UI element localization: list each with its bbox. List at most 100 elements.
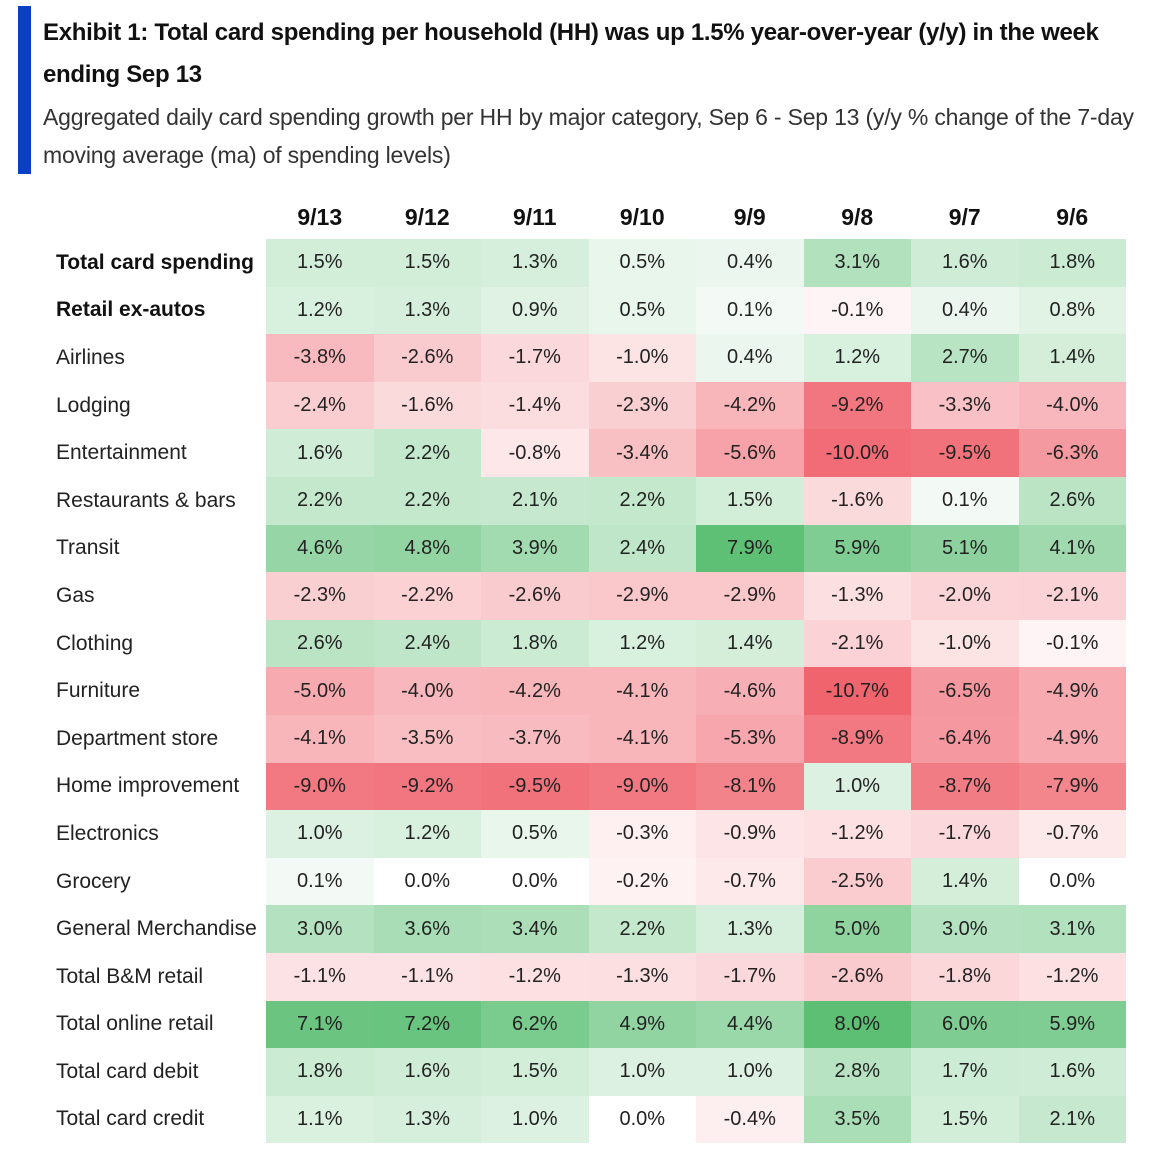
- cell-value: -0.3%: [616, 822, 669, 845]
- heatmap-cell: -1.2%: [803, 810, 911, 858]
- heatmap-cell: -9.2%: [373, 762, 481, 811]
- heatmap-cell: 4.8%: [373, 524, 481, 573]
- heatmap-cell: -3.4%: [588, 429, 696, 477]
- cell-value: -3.7%: [508, 727, 561, 750]
- cell-value: -2.6%: [508, 584, 561, 607]
- heatmap-table-container: 9/13 9/12 9/11 9/10 9/9 9/8 9/7 9/6 Tota…: [0, 195, 1158, 1144]
- heatmap-cell: -4.0%: [373, 667, 481, 715]
- cell-value: -9.5%: [508, 774, 561, 797]
- cell-value: -2.5%: [831, 870, 884, 893]
- cell-value: 1.8%: [296, 1060, 343, 1083]
- column-header: 9/7: [948, 203, 981, 230]
- heatmap-cell: 0.0%: [1018, 857, 1126, 906]
- cell-value: -3.3%: [938, 394, 991, 417]
- heatmap-cell: 1.0%: [803, 762, 911, 811]
- cell-value: 4.1%: [1049, 536, 1096, 559]
- table-row: General Merchandise 3.0% 3.6% 3.4% 2.2% 1.3% 5…: [52, 905, 1126, 953]
- heatmap-cell: 1.6%: [1018, 1048, 1126, 1096]
- cell-value: -0.4%: [723, 1107, 776, 1130]
- heatmap-cell: -1.2%: [481, 952, 589, 1001]
- cell-value: -1.7%: [938, 822, 991, 845]
- cell-value: 0.8%: [1049, 298, 1096, 321]
- heatmap-cell: 1.2%: [266, 286, 374, 335]
- heatmap-table: 9/13 9/12 9/11 9/10 9/9 9/8 9/7 9/6 Tota…: [52, 195, 1126, 1144]
- cell-value: 1.6%: [1049, 1060, 1096, 1083]
- heatmap-cell: -0.1%: [803, 286, 911, 335]
- heatmap-cell: 3.9%: [481, 524, 589, 573]
- cell-value: -4.1%: [616, 679, 669, 702]
- heatmap-cell: -2.1%: [1018, 572, 1126, 620]
- heatmap-cell: -2.6%: [481, 572, 589, 620]
- heatmap-cell: 5.0%: [803, 905, 911, 953]
- heatmap-cell: -1.0%: [911, 619, 1019, 668]
- heatmap-cell: -8.7%: [911, 762, 1019, 811]
- heatmap-cell: 2.2%: [588, 905, 696, 953]
- heatmap-cell: 1.0%: [266, 810, 374, 858]
- cell-value: 4.4%: [726, 1012, 773, 1035]
- cell-value: 1.0%: [726, 1060, 773, 1083]
- cell-value: -4.2%: [723, 394, 776, 417]
- cell-value: -8.1%: [723, 774, 776, 797]
- cell-value: -1.3%: [616, 965, 669, 988]
- heatmap-cell: -2.6%: [373, 334, 481, 382]
- cell-value: -10.7%: [825, 679, 889, 702]
- cell-value: -5.3%: [723, 727, 776, 750]
- heatmap-cell: -5.3%: [696, 714, 804, 763]
- cell-value: -4.1%: [293, 727, 346, 750]
- cell-value: 3.1%: [1049, 917, 1096, 940]
- heatmap-cell: 0.0%: [373, 857, 481, 906]
- heatmap-cell: -6.5%: [911, 667, 1019, 715]
- cell-value: 1.4%: [941, 870, 988, 893]
- heatmap-cell: 1.3%: [373, 286, 481, 335]
- heatmap-cell: -5.6%: [696, 429, 804, 477]
- chart-title: Exhibit 1: Total card spending per house…: [43, 19, 1099, 88]
- heatmap-cell: -1.7%: [911, 810, 1019, 858]
- cell-value: 2.2%: [404, 441, 451, 464]
- cell-value: -1.3%: [831, 584, 884, 607]
- heatmap-cell: 2.8%: [803, 1048, 911, 1096]
- corner-cell: [52, 195, 266, 239]
- cell-value: 0.0%: [404, 870, 451, 893]
- heatmap-cell: 2.2%: [373, 429, 481, 477]
- cell-value: -1.8%: [938, 965, 991, 988]
- heatmap-cell: 4.1%: [1018, 524, 1126, 573]
- column-header: 9/9: [733, 203, 766, 230]
- heatmap-cell: -2.0%: [911, 572, 1019, 620]
- heatmap-cell: -1.4%: [481, 381, 589, 430]
- heatmap-cell: -1.0%: [588, 334, 696, 382]
- cell-value: 1.4%: [726, 632, 773, 655]
- cell-value: -1.7%: [508, 346, 561, 369]
- cell-value: -1.2%: [1046, 965, 1099, 988]
- column-header: 9/13: [297, 203, 343, 230]
- table-row: Entertainment 1.6% 2.2% -0.8% -3.4% -5.6% -10.…: [52, 429, 1126, 477]
- cell-value: -4.0%: [401, 679, 454, 702]
- cell-value: 5.0%: [834, 917, 881, 940]
- heatmap-cell: 1.4%: [696, 619, 804, 668]
- heatmap-cell: -0.9%: [696, 810, 804, 858]
- cell-value: 2.1%: [1049, 1107, 1096, 1130]
- table-row: Furniture -5.0% -4.0% -4.2% -4.1% -4.6% -10.7%…: [52, 667, 1126, 715]
- row-label: Grocery: [56, 869, 131, 893]
- cell-value: 1.3%: [404, 1107, 451, 1130]
- heatmap-cell: 5.1%: [911, 524, 1019, 573]
- row-label: General Merchandise: [56, 917, 257, 941]
- heatmap-cell: 1.4%: [1018, 334, 1126, 382]
- table-row: Airlines -3.8% -2.6% -1.7% -1.0% 0.4% 1.2% 2.7%…: [52, 334, 1126, 382]
- heatmap-cell: -3.5%: [373, 714, 481, 763]
- heatmap-cell: -0.3%: [588, 810, 696, 858]
- cell-value: 3.9%: [511, 536, 558, 559]
- heatmap-cell: 6.2%: [481, 1000, 589, 1049]
- column-header: 9/12: [404, 203, 450, 230]
- cell-value: -5.6%: [723, 441, 776, 464]
- heatmap-cell: 3.4%: [481, 905, 589, 953]
- heatmap-cell: -0.2%: [588, 857, 696, 906]
- cell-value: 5.9%: [1049, 1012, 1096, 1035]
- heatmap-cell: 1.2%: [588, 619, 696, 668]
- heatmap-cell: -6.3%: [1018, 429, 1126, 477]
- cell-value: 2.2%: [619, 489, 666, 512]
- cell-value: -2.3%: [293, 584, 346, 607]
- heatmap-cell: 3.5%: [803, 1095, 911, 1144]
- accent-bar: [18, 6, 31, 174]
- heatmap-cell: 1.5%: [373, 239, 481, 287]
- heatmap-cell: 1.7%: [911, 1048, 1019, 1096]
